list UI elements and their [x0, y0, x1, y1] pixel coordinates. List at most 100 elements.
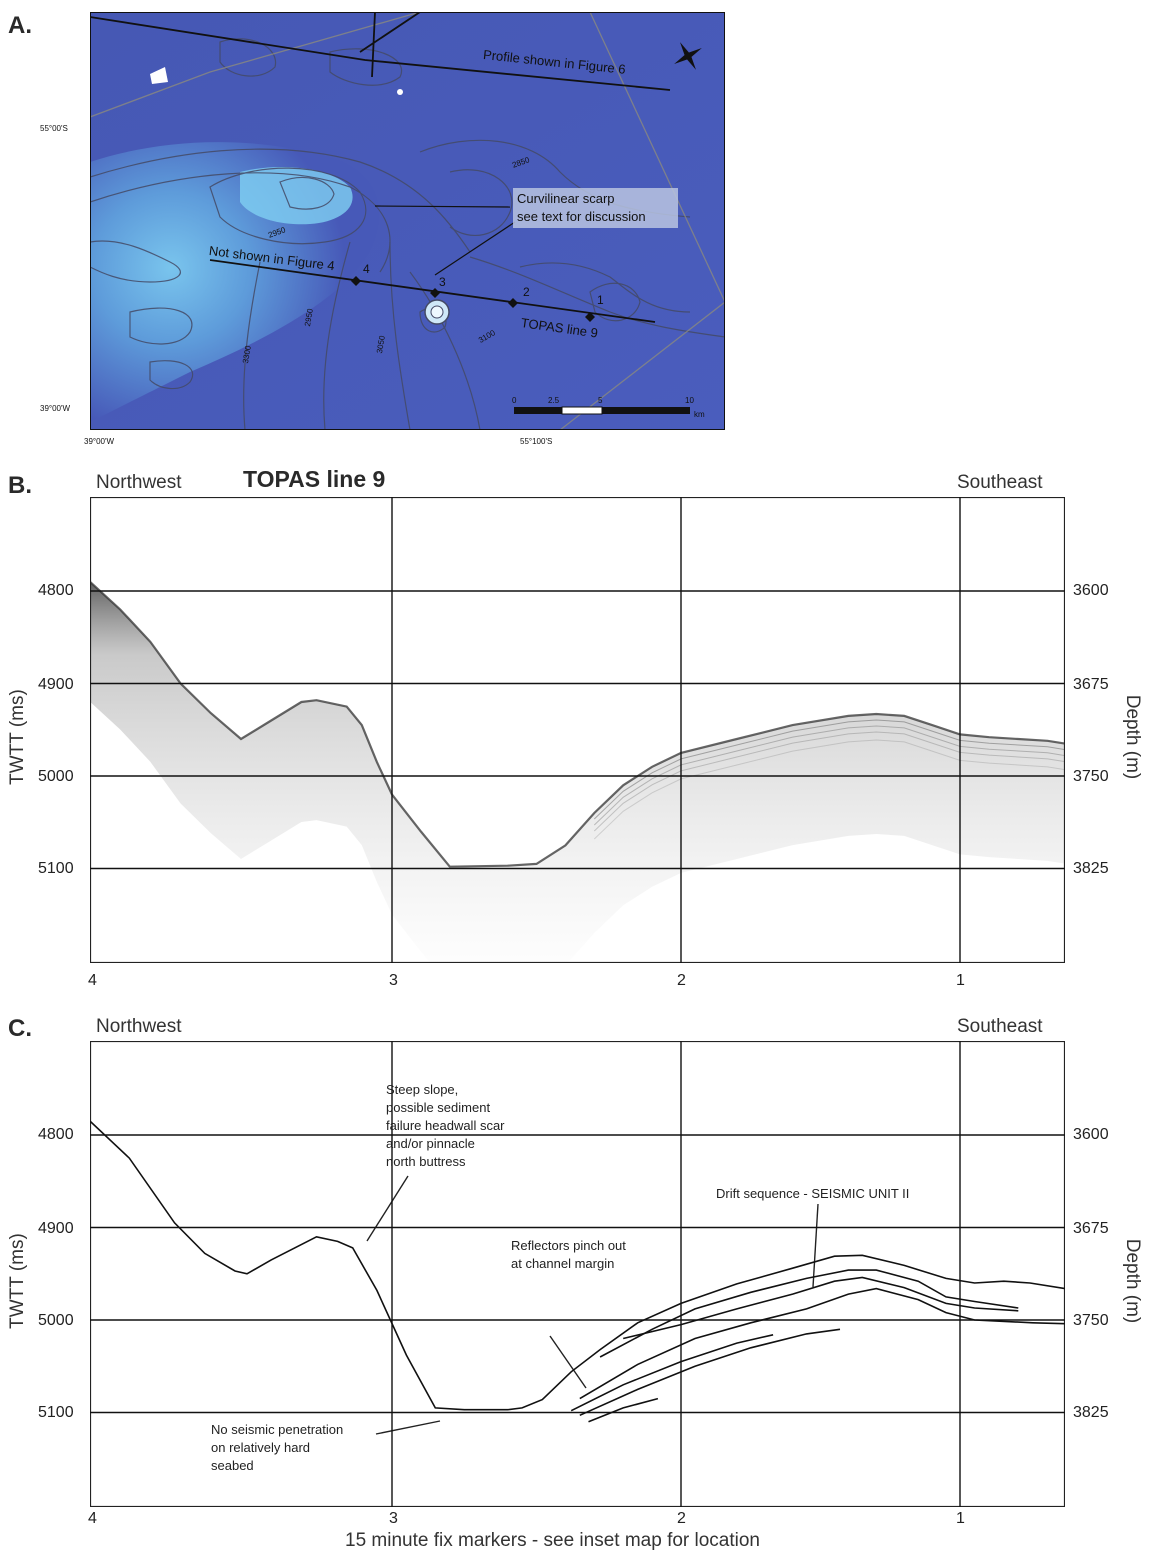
note-reflectors: Reflectors pinch out at channel margin: [511, 1237, 626, 1273]
y2-axis-label: Depth (m): [1122, 694, 1144, 780]
callout-line2: see text for discussion: [517, 209, 646, 224]
x-tick-label: 1: [956, 1510, 965, 1527]
x-tick-label: 4: [88, 1510, 97, 1527]
scale-tick-0: 0: [512, 396, 517, 405]
contour-lines: [90, 38, 725, 430]
x-tick-label: 1: [956, 972, 965, 989]
sub-bottom-reflector: [593, 739, 1065, 840]
reflector-line: [570, 1334, 774, 1412]
reflector-line: [599, 1269, 1019, 1358]
direction-southeast: Southeast: [957, 472, 1043, 493]
sub-bottom-reflector: [593, 731, 1065, 832]
y2-tick-label: 3600: [1073, 582, 1109, 599]
direction-northwest: Northwest: [96, 472, 182, 493]
x-tick-label: 2: [677, 972, 686, 989]
scale-tick-10: 10: [685, 396, 694, 405]
sub-bottom-reflector: [593, 719, 1065, 820]
annotation-leaders: [366, 1175, 819, 1435]
sub-bottom-reflector: [593, 725, 1065, 826]
y2-tick-label: 3750: [1073, 768, 1109, 785]
plateau-core: [240, 167, 353, 225]
lon-label-mid: 55°100'S: [520, 437, 553, 446]
note-line: at channel margin: [511, 1256, 615, 1271]
note-line: possible sediment: [386, 1100, 491, 1115]
y2-tick-label: 3675: [1073, 676, 1109, 693]
callout-leaders: [374, 205, 516, 276]
fix-marker-2: [508, 298, 518, 308]
white-patch: [150, 67, 168, 84]
y2-tick-label: 3825: [1073, 860, 1109, 877]
reflector-line: [579, 1287, 1065, 1400]
interpretation-chart: [90, 1041, 1065, 1507]
map-frame: [90, 12, 725, 430]
plot-frame: [90, 1041, 1065, 1507]
x-tick-label: 3: [389, 972, 398, 989]
callout-box: [513, 188, 678, 228]
seabed-line: [90, 1120, 1065, 1411]
chart-title: TOPAS line 9: [243, 466, 386, 492]
y-axis-label: TWTT (ms): [6, 689, 28, 785]
bathymetry-map: [90, 12, 725, 430]
plot-frame: [90, 497, 1065, 963]
reflector-line: [579, 1328, 841, 1417]
y2-tick-label: 3825: [1073, 1404, 1109, 1421]
fix-label-4: 4: [363, 262, 370, 276]
y-tick-label: 4900: [38, 1220, 74, 1237]
panel-b-letter: B.: [8, 472, 32, 499]
note-line: and/or pinnacle: [386, 1136, 475, 1151]
note-drift: Drift sequence - SEISMIC UNIT II: [716, 1186, 910, 1201]
scale-bar: [514, 406, 690, 415]
panel-c-letter: C.: [8, 1015, 32, 1042]
panel-a-letter: A.: [8, 12, 32, 39]
direction-southeast: Southeast: [957, 1016, 1043, 1037]
y-tick-label: 5000: [38, 1312, 74, 1329]
note-line: Reflectors pinch out: [511, 1238, 626, 1253]
fix-marker-3: [430, 288, 440, 298]
y-tick-label: 5100: [38, 1404, 74, 1421]
note-steep-slope: Steep slope, possible sediment failure h…: [386, 1081, 505, 1171]
leader-steep-slope: [366, 1175, 409, 1242]
fix-label-3: 3: [439, 275, 446, 289]
note-line: failure headwall scar: [386, 1118, 505, 1133]
fix-label-1: 1: [597, 293, 604, 307]
fix-marker-4: [351, 276, 361, 286]
note-line: north buttress: [386, 1154, 466, 1169]
y2-tick-label: 3675: [1073, 1220, 1109, 1237]
x-axis-label: 15 minute fix markers - see inset map fo…: [345, 1530, 761, 1551]
scale-tick-5: 5: [598, 396, 603, 405]
y-tick-label: 5100: [38, 860, 74, 877]
scale-tick-25: 2.5: [548, 396, 560, 405]
lat-label-bottom: 39°00'W: [40, 404, 71, 413]
x-tick-label: 2: [677, 1510, 686, 1527]
north-arrow-icon: [674, 42, 702, 70]
leader-drift: [812, 1203, 819, 1288]
x-tick-label: 4: [88, 972, 97, 989]
y2-axis-label: Depth (m): [1122, 1238, 1144, 1324]
lon-label-left: 39°00'W: [84, 437, 115, 446]
y2-tick-label: 3750: [1073, 1312, 1109, 1329]
y-tick-label: 4800: [38, 582, 74, 599]
profile-fig6-line: [90, 16, 671, 91]
profile-fig6-spur: [359, 12, 421, 53]
seismic-return-band: [90, 581, 1065, 963]
y-tick-label: 4900: [38, 676, 74, 693]
profile-fig6-spur2: [371, 12, 376, 78]
fix-marker-1: [585, 312, 595, 322]
note-line: Steep slope,: [386, 1082, 459, 1097]
direction-northwest: Northwest: [96, 1016, 182, 1037]
topas-profile-chart: [90, 497, 1065, 963]
pinnacle-inner: [430, 305, 444, 319]
y-axis-label: TWTT (ms): [6, 1233, 28, 1329]
x-tick-label: 3: [389, 1510, 398, 1527]
callout-line1: Curvilinear scarp: [517, 191, 615, 206]
note-line: on relatively hard: [211, 1440, 310, 1455]
lat-label-top: 55°00'S: [40, 124, 68, 133]
y2-tick-label: 3600: [1073, 1126, 1109, 1143]
leader-penetration: [375, 1420, 441, 1435]
seabed-reflector: [90, 580, 1065, 868]
reflector-line: [623, 1276, 1019, 1340]
note-penetration: No seismic penetration on relatively har…: [211, 1421, 343, 1475]
scale-unit: km: [694, 410, 705, 419]
white-dot: [397, 89, 403, 95]
fix-markers: [351, 276, 595, 322]
